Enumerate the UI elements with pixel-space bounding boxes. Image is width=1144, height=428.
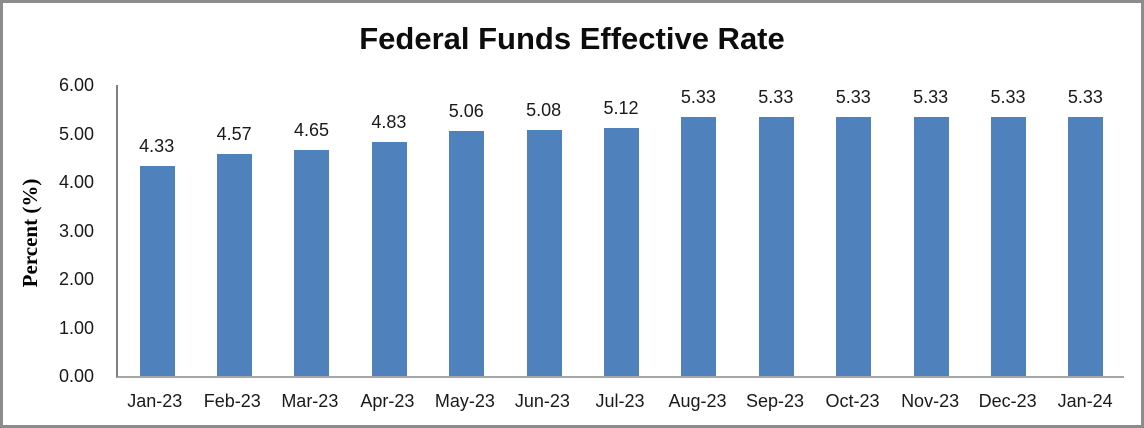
bar (294, 150, 330, 376)
x-axis-category-labels: Jan-23 Feb-23 Mar-23 Apr-23 May-23 Jun-23 Jul-… (116, 391, 1124, 412)
bar-value-label: 5.12 (603, 98, 639, 118)
bar-column: 5.33 (660, 85, 737, 376)
y-tick-label: 2.00 (58, 269, 94, 289)
bar-column: 5.33 (969, 85, 1046, 376)
bar (139, 166, 175, 376)
bar-column: 4.83 (350, 85, 427, 376)
x-category-label: Nov-23 (901, 391, 960, 411)
y-tick-label: 6.00 (58, 75, 94, 95)
bar-value-label: 5.33 (913, 87, 949, 107)
x-category-label: Apr-23 (360, 391, 415, 411)
bar-column: 5.08 (505, 85, 582, 376)
bar-column: 4.57 (195, 85, 272, 376)
x-category-label: Jul-23 (595, 391, 645, 411)
bar-value-label: 4.33 (139, 136, 175, 156)
y-tick-label: 5.00 (58, 123, 94, 144)
bar (449, 131, 485, 376)
y-tick-label: 0.00 (58, 366, 94, 386)
bar-column: 4.33 (118, 85, 195, 376)
bar-series: 4.33 4.57 4.65 4.83 5.06 5.08 5.12 5.33 5.33 5.33… (118, 85, 1124, 376)
bar-column: 5.12 (582, 85, 659, 376)
bar (604, 128, 640, 376)
bar-value-label: 5.33 (835, 87, 871, 107)
bar-value-label: 5.33 (758, 87, 794, 107)
bar-value-label: 5.33 (680, 87, 716, 107)
bar (758, 117, 794, 376)
bar-value-label: 5.06 (448, 101, 484, 121)
bar-column: 5.33 (737, 85, 814, 376)
bar (217, 154, 253, 376)
x-category-label: Dec-23 (978, 391, 1037, 411)
bar-value-label: 4.65 (293, 120, 329, 140)
x-category-label: Jan-24 (1057, 391, 1113, 411)
bar (990, 117, 1026, 376)
bar-value-label: 5.33 (990, 87, 1026, 107)
x-category-label: Oct-23 (825, 391, 880, 411)
bar (836, 117, 872, 376)
bar (526, 130, 562, 376)
y-tick-label: 4.00 (58, 172, 94, 192)
y-tick-label: 3.00 (58, 220, 94, 241)
plot-area: 4.33 4.57 4.65 4.83 5.06 5.08 5.12 5.33 5.33 5.33… (116, 85, 1124, 378)
bar-column: 5.33 (1047, 85, 1124, 376)
x-category-label: Jun-23 (514, 391, 570, 411)
bar-column: 5.33 (892, 85, 969, 376)
bar-value-label: 5.08 (526, 100, 562, 120)
chart-title: Federal Funds Effective Rate (359, 21, 785, 56)
bar (913, 117, 949, 376)
y-axis-tick-labels: 0.00 1.00 2.00 3.00 4.00 5.00 6.00 (3, 75, 104, 386)
x-category-label: Sep-23 (745, 391, 805, 411)
bar-column: 5.33 (815, 85, 892, 376)
bar (371, 142, 407, 376)
x-category-label: Jan-23 (127, 391, 183, 411)
bar (681, 117, 717, 376)
x-category-label: May-23 (434, 391, 495, 411)
bar (1068, 117, 1104, 376)
x-category-label: Mar-23 (281, 391, 339, 411)
x-category-label: Aug-23 (668, 391, 727, 411)
bar-value-label: 4.57 (216, 124, 252, 144)
bar-value-label: 5.33 (1067, 87, 1103, 107)
bar-column: 5.06 (428, 85, 505, 376)
bar-value-label: 4.83 (371, 112, 407, 132)
y-tick-label: 1.00 (58, 317, 94, 338)
x-category-label: Feb-23 (203, 391, 261, 411)
bar-column: 4.65 (273, 85, 350, 376)
